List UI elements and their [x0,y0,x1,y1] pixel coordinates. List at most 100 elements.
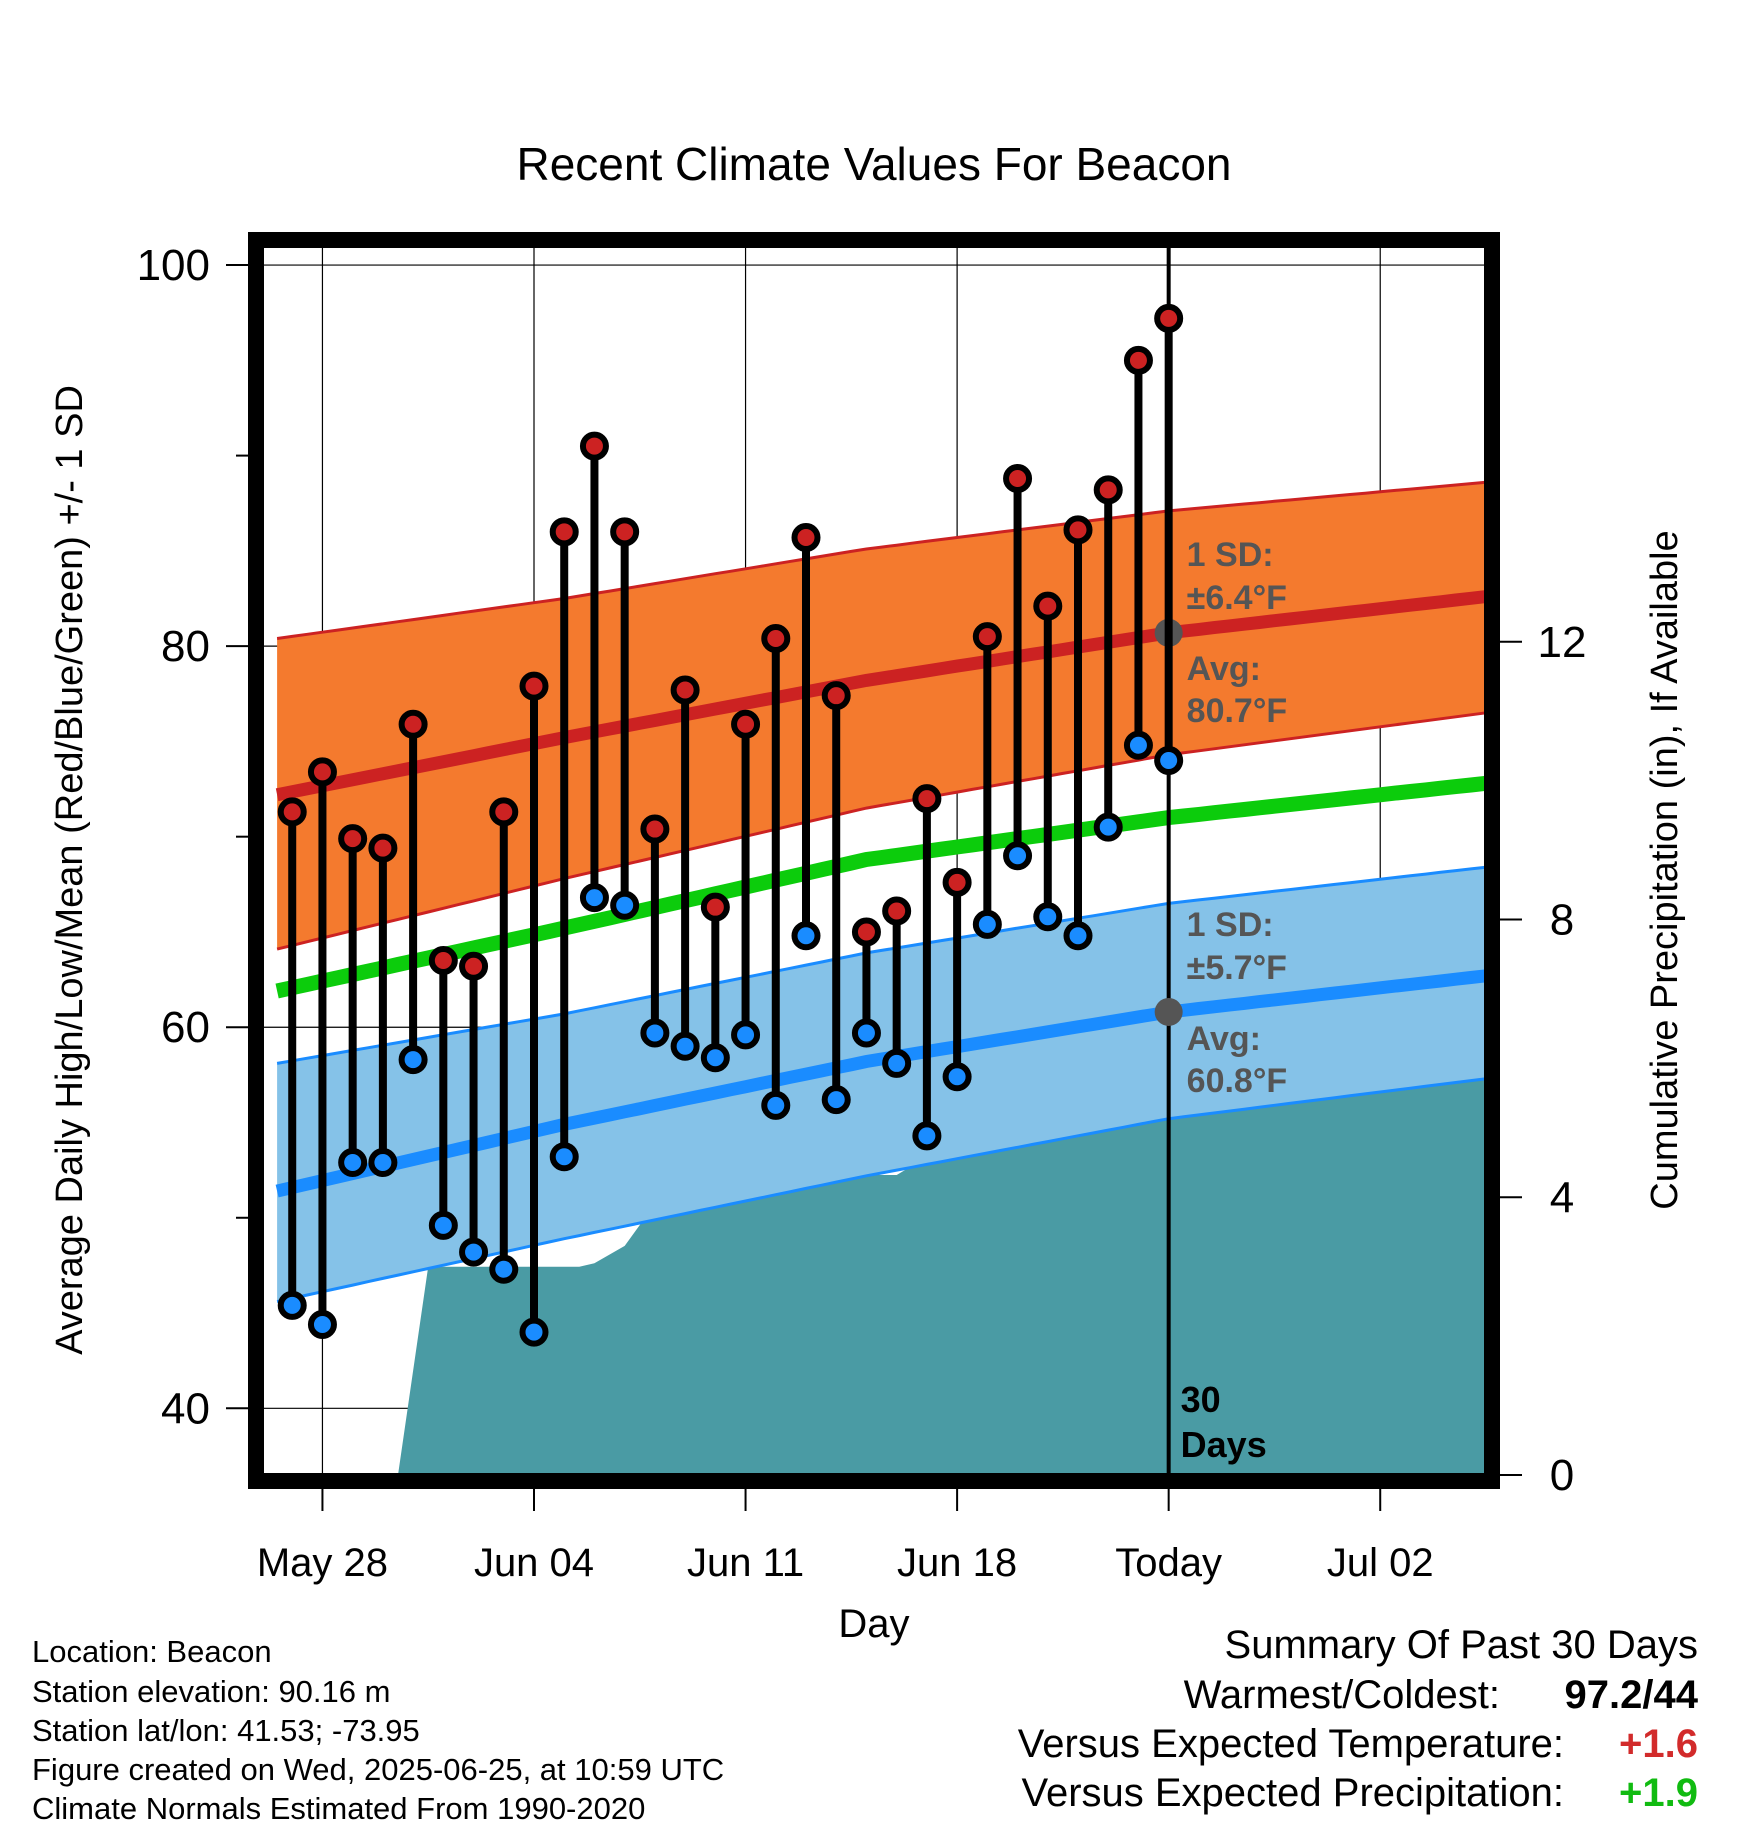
daily-low-point [338,1148,368,1178]
daily-low-point [700,1043,730,1073]
daily-low-point [1093,812,1123,842]
daily-high-point [791,523,821,553]
daily-high-point [277,797,307,827]
daily-high-point [942,867,972,897]
daily-low-point [640,1018,670,1048]
daily-low-point [368,1148,398,1178]
avg-low-line [275,969,1487,1198]
avg-high-line [275,590,1487,802]
daily-low-point [972,909,1002,939]
daily-high-point [307,757,337,787]
daily-low-point [1154,745,1184,775]
daily-low-point [277,1290,307,1320]
x-tick-label: Today [1115,1541,1222,1585]
daily-high-point [972,622,1002,652]
y-tick-label: 40 [161,1384,210,1433]
daily-low-point [519,1317,549,1347]
low-avg-title: Avg: [1187,1020,1261,1058]
summary-precip-value: +1.9 [1619,1771,1698,1815]
daily-high-point [338,824,368,854]
low-sd-upper-line [276,865,1487,1065]
plot-frame [248,232,1500,1489]
info-created: Figure created on Wed, 2025-06-25, at 10… [32,1752,725,1787]
daily-high-point [1093,475,1123,505]
low-sd-title: 1 SD: [1187,906,1274,944]
summary-temp-label: Versus Expected Temperature: [1017,1722,1564,1766]
y2-tick-label: 8 [1550,896,1574,945]
daily-low-point [821,1085,851,1115]
daily-high-point [700,892,730,922]
daily-low-point [912,1121,942,1151]
daily-low-point [549,1142,579,1172]
info-elevation: Station elevation: 90.16 m [32,1674,391,1709]
daily-low-point [791,921,821,951]
low-avg-value: 60.8°F [1187,1062,1288,1100]
daily-high-point [1154,303,1184,333]
y-axis-label-right: Cumulative Precipitation (in), If Availa… [1644,530,1686,1209]
daily-high-point [1063,515,1093,545]
daily-high-point [731,709,761,739]
daily-high-point [1123,345,1153,375]
x-tick-label: Jul 02 [1327,1541,1434,1585]
y2-tick-label: 12 [1538,618,1587,667]
today-days-number: 30 [1181,1379,1221,1420]
summary-temp-value: +1.6 [1619,1722,1698,1766]
daily-low-point [761,1090,791,1120]
precip-area [277,1058,1487,1475]
y-tick-label: 60 [161,1003,210,1052]
daily-low-point [882,1048,912,1078]
info-latlon: Station lat/lon: 41.53; -73.95 [32,1713,420,1748]
daily-low-point [610,890,640,920]
daily-low-point [942,1062,972,1092]
x-tick-label: Jun 18 [897,1541,1017,1585]
high-sd-lower-line [276,711,1487,951]
x-tick-label: May 28 [257,1541,388,1585]
low-sd-band [277,867,1487,1302]
daily-high-point [579,431,609,461]
high-sd-value: ±6.4°F [1187,579,1287,617]
info-normals: Climate Normals Estimated From 1990-2020 [32,1791,646,1826]
daily-high-point [549,517,579,547]
daily-low-point [1063,921,1093,951]
high-sd-title: 1 SD: [1187,536,1274,574]
y-tick-label: 100 [137,241,210,290]
summary-precip-label: Versus Expected Precipitation: [1021,1771,1564,1815]
high-avg-value: 80.7°F [1187,692,1288,730]
summary-warm-cold-label: Warmest/Coldest: [1183,1673,1500,1717]
daily-high-point [1033,591,1063,621]
daily-low-point [1003,841,1033,871]
info-location: Location: Beacon [32,1634,272,1669]
y-axis-label-left: Average Daily High/Low/Mean (Red/Blue/Gr… [49,385,91,1355]
y2-tick-label: 0 [1550,1451,1574,1500]
summary-warm-cold-value: 97.2/44 [1564,1673,1698,1717]
daily-high-point [670,675,700,705]
daily-low-point [670,1031,700,1061]
chart-title: Recent Climate Values For Beacon [516,138,1231,190]
daily-high-point [428,946,458,976]
daily-high-point [882,896,912,926]
high-avg-title: Avg: [1187,650,1261,688]
daily-high-point [398,709,428,739]
y-tick-label: 80 [161,622,210,671]
daily-high-point [1003,463,1033,493]
x-tick-label: Jun 11 [687,1541,804,1585]
high-sd-band [277,482,1487,950]
daily-low-point [579,883,609,913]
daily-high-point [640,814,670,844]
daily-high-point [610,517,640,547]
daily-high-point [459,951,489,981]
today-days-word: Days [1181,1424,1267,1465]
daily-low-point [398,1045,428,1075]
daily-high-point [821,681,851,711]
y2-tick-label: 4 [1550,1173,1574,1222]
daily-low-point [307,1309,337,1339]
daily-low-point [459,1237,489,1267]
daily-high-point [368,833,398,863]
today-avg-low-marker [1154,997,1183,1026]
daily-low-point [1033,902,1063,932]
daily-low-point [731,1020,761,1050]
daily-high-point [912,784,942,814]
daily-low-point [428,1210,458,1240]
daily-low-point [1123,730,1153,760]
